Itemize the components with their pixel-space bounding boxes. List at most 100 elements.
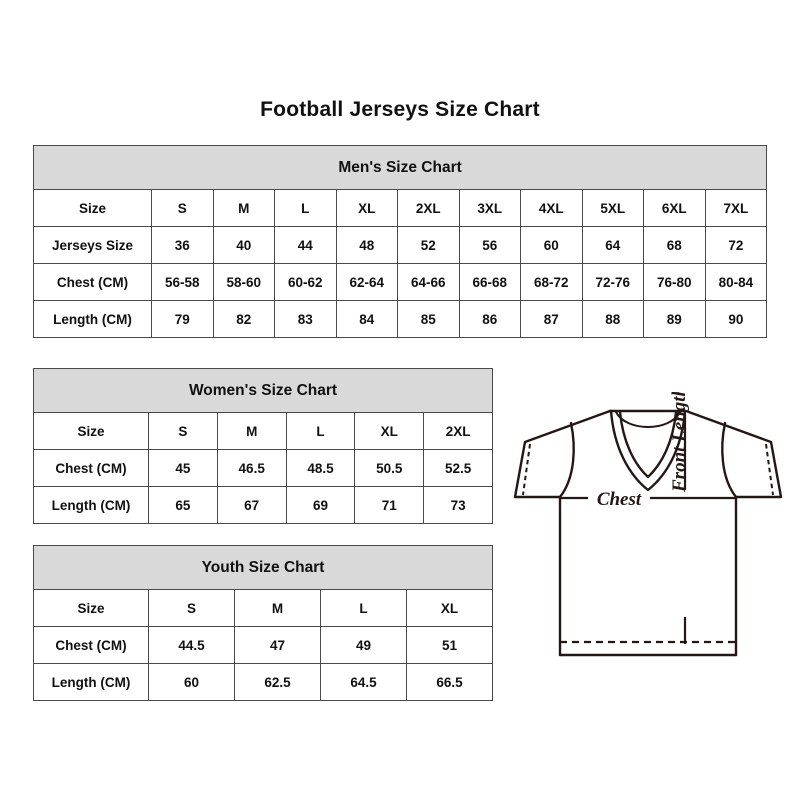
table-cell: 44 (274, 226, 337, 264)
column-header: Size (33, 589, 149, 627)
shirt-left-armhole (558, 421, 575, 499)
table-cell: 88 (581, 300, 644, 338)
column-header: 4XL (520, 189, 583, 227)
table-cell: 60 (520, 226, 583, 264)
column-header: M (234, 589, 321, 627)
shirt-v-neck-outer (609, 409, 687, 492)
table-row: Length (CM) 60 62.5 64.5 66.5 (33, 663, 494, 701)
row-label: Chest (CM) (33, 263, 152, 301)
table-caption-row: Women's Size Chart (32, 368, 494, 413)
mens-size-chart-table: Men's Size Chart Size S M L XL 2XL 3XL 4… (32, 145, 768, 338)
youth-table-caption: Youth Size Chart (32, 545, 494, 590)
table-cell: 64-66 (397, 263, 460, 301)
column-header: L (285, 412, 356, 450)
table-row: Length (CM) 65 67 69 71 73 (33, 486, 494, 524)
column-header: 6XL (643, 189, 706, 227)
column-header: XL (405, 589, 494, 627)
column-header: 5XL (581, 189, 644, 227)
table-row: Jerseys Size 36 40 44 48 52 56 60 64 68 … (33, 226, 768, 264)
table-cell: 56-58 (151, 263, 214, 301)
table-cell: 86 (458, 300, 521, 338)
page-title: Football Jerseys Size Chart (260, 98, 540, 121)
shirt-v-neck-inner (618, 410, 678, 479)
table-row: Chest (CM) 56-58 58-60 60-62 62-64 64-66… (33, 263, 768, 301)
shirt-collar-arc (615, 411, 681, 428)
table-cell: 80-84 (704, 263, 768, 301)
table-cell: 36 (151, 226, 214, 264)
table-cell: 47 (234, 626, 321, 664)
womens-size-chart-table: Women's Size Chart Size S M L XL 2XL Che… (32, 368, 494, 524)
column-header: Size (33, 412, 149, 450)
column-header: 3XL (458, 189, 521, 227)
table-cell: 72-76 (581, 263, 644, 301)
column-header: S (148, 589, 235, 627)
column-header: S (151, 189, 214, 227)
table-cell: 40 (212, 226, 275, 264)
table-cell: 48.5 (285, 449, 356, 487)
column-header: M (216, 412, 287, 450)
table-cell: 56 (458, 226, 521, 264)
table-cell: 44.5 (148, 626, 235, 664)
column-header: M (212, 189, 275, 227)
column-header: Size (33, 189, 152, 227)
table-cell: 64 (581, 226, 644, 264)
youth-size-chart-table: Youth Size Chart Size S M L XL Chest (CM… (32, 545, 494, 701)
table-caption-row: Men's Size Chart (32, 145, 768, 190)
table-cell: 60 (148, 663, 235, 701)
mens-table-caption: Men's Size Chart (32, 145, 768, 190)
table-cell: 45 (148, 449, 218, 487)
table-cell: 71 (354, 486, 425, 524)
table-cell: 62.5 (234, 663, 321, 701)
table-cell: 72 (704, 226, 768, 264)
column-header: XL (354, 412, 425, 450)
table-cell: 69 (285, 486, 356, 524)
table-cell: 62-64 (335, 263, 398, 301)
column-header: 2XL (397, 189, 460, 227)
table-row: Chest (CM) 45 46.5 48.5 50.5 52.5 (33, 449, 494, 487)
row-label: Length (CM) (33, 300, 152, 338)
table-cell: 79 (151, 300, 214, 338)
table-cell: 68 (643, 226, 706, 264)
table-cell: 64.5 (320, 663, 407, 701)
column-header: L (320, 589, 407, 627)
row-label: Chest (CM) (33, 449, 149, 487)
shirt-right-cuff-dash (765, 443, 774, 496)
table-cell: 66-68 (458, 263, 521, 301)
table-cell: 52 (397, 226, 460, 264)
table-cell: 48 (335, 226, 398, 264)
table-header-row: Size S M L XL (33, 589, 494, 627)
column-header: S (148, 412, 218, 450)
table-row: Length (CM) 79 82 83 84 85 86 87 88 89 9… (33, 300, 768, 338)
column-header: XL (335, 189, 398, 227)
table-cell: 50.5 (354, 449, 425, 487)
table-cell: 73 (423, 486, 494, 524)
table-cell: 67 (216, 486, 287, 524)
row-label: Length (CM) (33, 663, 149, 701)
table-cell: 52.5 (423, 449, 494, 487)
table-cell: 51 (405, 626, 494, 664)
jersey-measurement-diagram: Chest Front Length (498, 392, 798, 692)
row-label: Chest (CM) (33, 626, 149, 664)
table-cell: 82 (212, 300, 275, 338)
chest-measure-label: Chest (597, 489, 642, 510)
table-cell: 84 (335, 300, 398, 338)
table-cell: 83 (274, 300, 337, 338)
table-cell: 46.5 (216, 449, 287, 487)
womens-table-caption: Women's Size Chart (32, 368, 494, 413)
column-header: 7XL (704, 189, 768, 227)
table-cell: 60-62 (274, 263, 337, 301)
table-cell: 90 (704, 300, 768, 338)
column-header: L (274, 189, 337, 227)
table-header-row: Size S M L XL 2XL 3XL 4XL 5XL 6XL 7XL (33, 189, 768, 227)
shirt-left-sleeve-outline (513, 409, 612, 499)
column-header: 2XL (423, 412, 494, 450)
table-caption-row: Youth Size Chart (32, 545, 494, 590)
table-row: Chest (CM) 44.5 47 49 51 (33, 626, 494, 664)
table-cell: 68-72 (520, 263, 583, 301)
shirt-left-cuff-dash (522, 443, 531, 496)
shirt-right-armhole (721, 421, 738, 499)
table-cell: 85 (397, 300, 460, 338)
table-cell: 76-80 (643, 263, 706, 301)
row-label: Length (CM) (33, 486, 149, 524)
shirt-right-sleeve-outline (684, 409, 783, 499)
